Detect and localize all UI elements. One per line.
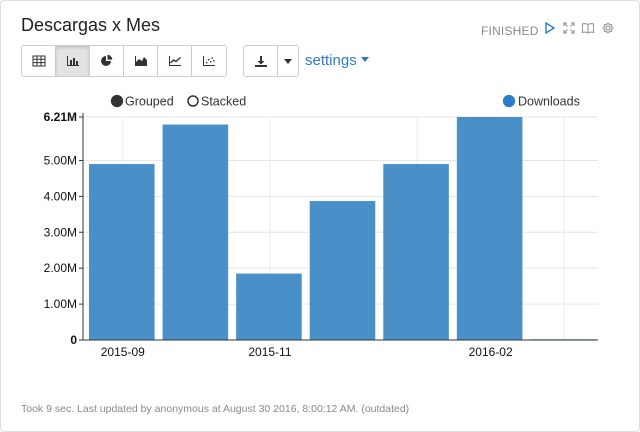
bar-2016-01[interactable] — [383, 164, 449, 340]
grouped-label: Grouped — [125, 95, 174, 109]
table-view-button[interactable] — [22, 46, 56, 76]
visualization-toolbar — [21, 45, 227, 77]
fullscreen-icon[interactable] — [562, 21, 576, 35]
gear-icon[interactable] — [601, 21, 615, 35]
status-label: FINISHED — [481, 24, 539, 38]
bar-2015-12[interactable] — [309, 201, 376, 340]
legend-stacked-option[interactable]: Stacked — [187, 95, 246, 109]
caret-down-icon — [284, 58, 292, 64]
download-icon — [254, 55, 267, 67]
stacked-radio-icon — [187, 95, 199, 107]
y-tick-label: 3.00M — [44, 225, 77, 239]
series-dot-icon — [502, 94, 516, 108]
x-tick-label: 2016-02 — [469, 345, 513, 359]
grouped-radio-icon — [110, 94, 124, 108]
y-tick-label: 5.00M — [44, 153, 77, 167]
table-icon — [32, 55, 45, 67]
bar-2015-10[interactable] — [162, 124, 229, 340]
bar-2015-11[interactable] — [236, 273, 302, 340]
legend-grouped-option[interactable]: Grouped — [110, 94, 174, 109]
settings-dropdown[interactable]: settings — [305, 52, 369, 69]
bar-chart-view-button[interactable] — [56, 46, 90, 76]
line-chart-icon — [168, 56, 181, 66]
paragraph-title: Descargas x Mes — [21, 15, 161, 35]
y-tick-label: 4.00M — [44, 189, 77, 203]
x-tick-label: 2015-11 — [248, 345, 291, 359]
bar-2016-02[interactable] — [456, 117, 523, 340]
y-tick-label: 0 — [70, 333, 77, 347]
y-tick-label: 6.21M — [44, 110, 77, 124]
download-button[interactable] — [244, 46, 278, 76]
book-icon[interactable] — [581, 21, 595, 35]
download-button-group — [243, 45, 299, 77]
y-tick-label: 2.00M — [44, 261, 77, 275]
bar-chart-icon — [66, 56, 79, 66]
series-label: Downloads — [518, 95, 580, 109]
caret-down-icon — [360, 57, 369, 62]
settings-label: settings — [305, 52, 357, 69]
paragraph-footer: Took 9 sec. Last updated by anonymous at… — [21, 403, 410, 415]
area-chart-view-button[interactable] — [124, 46, 158, 76]
legend-series-downloads[interactable]: Downloads — [502, 94, 580, 109]
x-tick-label: 2015-09 — [101, 345, 145, 359]
y-tick-label: 1.00M — [44, 297, 77, 311]
scatter-chart-view-button[interactable] — [192, 46, 226, 76]
bar-2015-09[interactable] — [89, 164, 155, 340]
pie-chart-view-button[interactable] — [90, 46, 124, 76]
scatter-chart-icon — [203, 56, 215, 66]
pie-chart-icon — [100, 54, 112, 66]
play-icon[interactable] — [543, 21, 557, 35]
download-dropdown-toggle[interactable] — [278, 46, 298, 76]
bar-chart: Grouped Stacked Downloads 0 1.00M 2.00M 3.0… — [44, 94, 598, 359]
line-chart-view-button[interactable] — [158, 46, 192, 76]
area-chart-icon — [134, 56, 147, 66]
stacked-label: Stacked — [201, 95, 246, 109]
